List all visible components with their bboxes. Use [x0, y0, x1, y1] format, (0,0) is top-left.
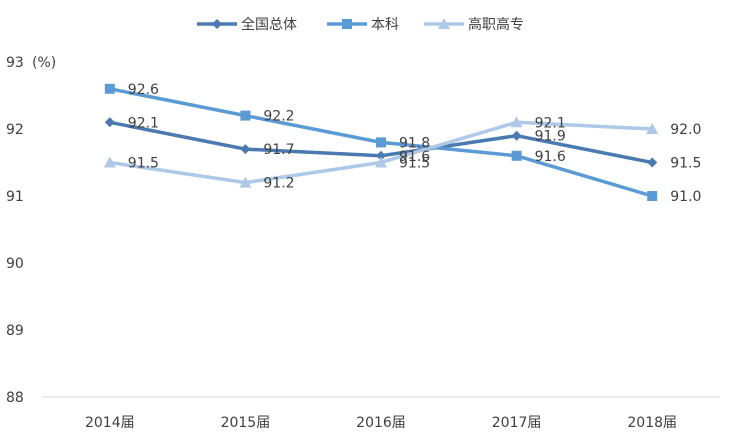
y-axis-unit: (%) [32, 55, 56, 71]
series-2 [103, 116, 659, 188]
x-tick-label: 2015届 [221, 415, 271, 431]
data-point [647, 191, 658, 201]
data-point [376, 137, 386, 148]
x-tick-label: 2017届 [492, 415, 542, 431]
data-point [646, 123, 659, 134]
legend-item-0: 全国总体 [197, 16, 297, 33]
y-tick-label: 90 [6, 256, 24, 272]
data-label: 91.5 [670, 156, 701, 172]
y-axis: 88 89 90 91 92 93 (%) [6, 55, 56, 406]
data-point [239, 176, 252, 188]
data-point [240, 144, 251, 155]
x-tick-label: 2016届 [356, 415, 406, 431]
data-label: 91.6 [399, 149, 430, 165]
data-point [376, 150, 386, 161]
data-label: 91.5 [128, 156, 159, 172]
legend-item-1: 本科 [327, 17, 399, 33]
legend-label: 全国总体 [241, 16, 297, 33]
data-point [511, 130, 522, 141]
data-label: 92.1 [128, 115, 159, 131]
data-labels: 92.191.7 91.691.991.592.692.291.891.691.0… [128, 82, 702, 205]
data-label: 91.5 [399, 156, 430, 172]
x-tick-label: 2018届 [627, 415, 677, 431]
y-tick-label: 89 [6, 323, 24, 339]
data-point [510, 116, 523, 128]
data-point [104, 117, 115, 128]
series-0 [104, 117, 658, 168]
legend-item-2: 高职高专 [424, 16, 524, 33]
x-tick-label: 2014届 [85, 415, 135, 431]
data-point [647, 157, 658, 168]
y-tick-label: 91 [6, 189, 24, 205]
y-tick-label: 88 [6, 390, 24, 406]
legend: 全国总体 本科 高职高专 [197, 16, 524, 33]
x-axis: 2014届 2015届 2016届 2017届 2018届 [42, 396, 720, 431]
data-label: 91.6 [535, 149, 566, 165]
legend-marker [438, 18, 450, 29]
legend-marker [342, 19, 352, 29]
data-point [103, 156, 116, 168]
data-label: 91.0 [670, 189, 701, 205]
data-point [375, 156, 387, 168]
series-layer [103, 83, 659, 201]
legend-label: 高职高专 [468, 16, 524, 33]
data-point [240, 110, 251, 121]
data-label: 92.6 [128, 82, 159, 98]
data-label: 91.7 [263, 142, 294, 158]
legend-label: 本科 [371, 17, 399, 33]
legend-marker [212, 19, 222, 29]
data-point [511, 150, 522, 161]
data-label: 92.1 [535, 115, 566, 131]
data-label: 92.0 [670, 122, 701, 138]
y-tick-label: 92 [6, 122, 24, 138]
data-label: 91.8 [399, 135, 430, 151]
data-label: 91.9 [535, 129, 566, 145]
data-point [104, 83, 115, 94]
series-1 [104, 83, 658, 201]
y-tick-label: 93 [6, 55, 24, 71]
data-label: 92.2 [263, 109, 294, 125]
data-label: 91.2 [263, 176, 294, 192]
